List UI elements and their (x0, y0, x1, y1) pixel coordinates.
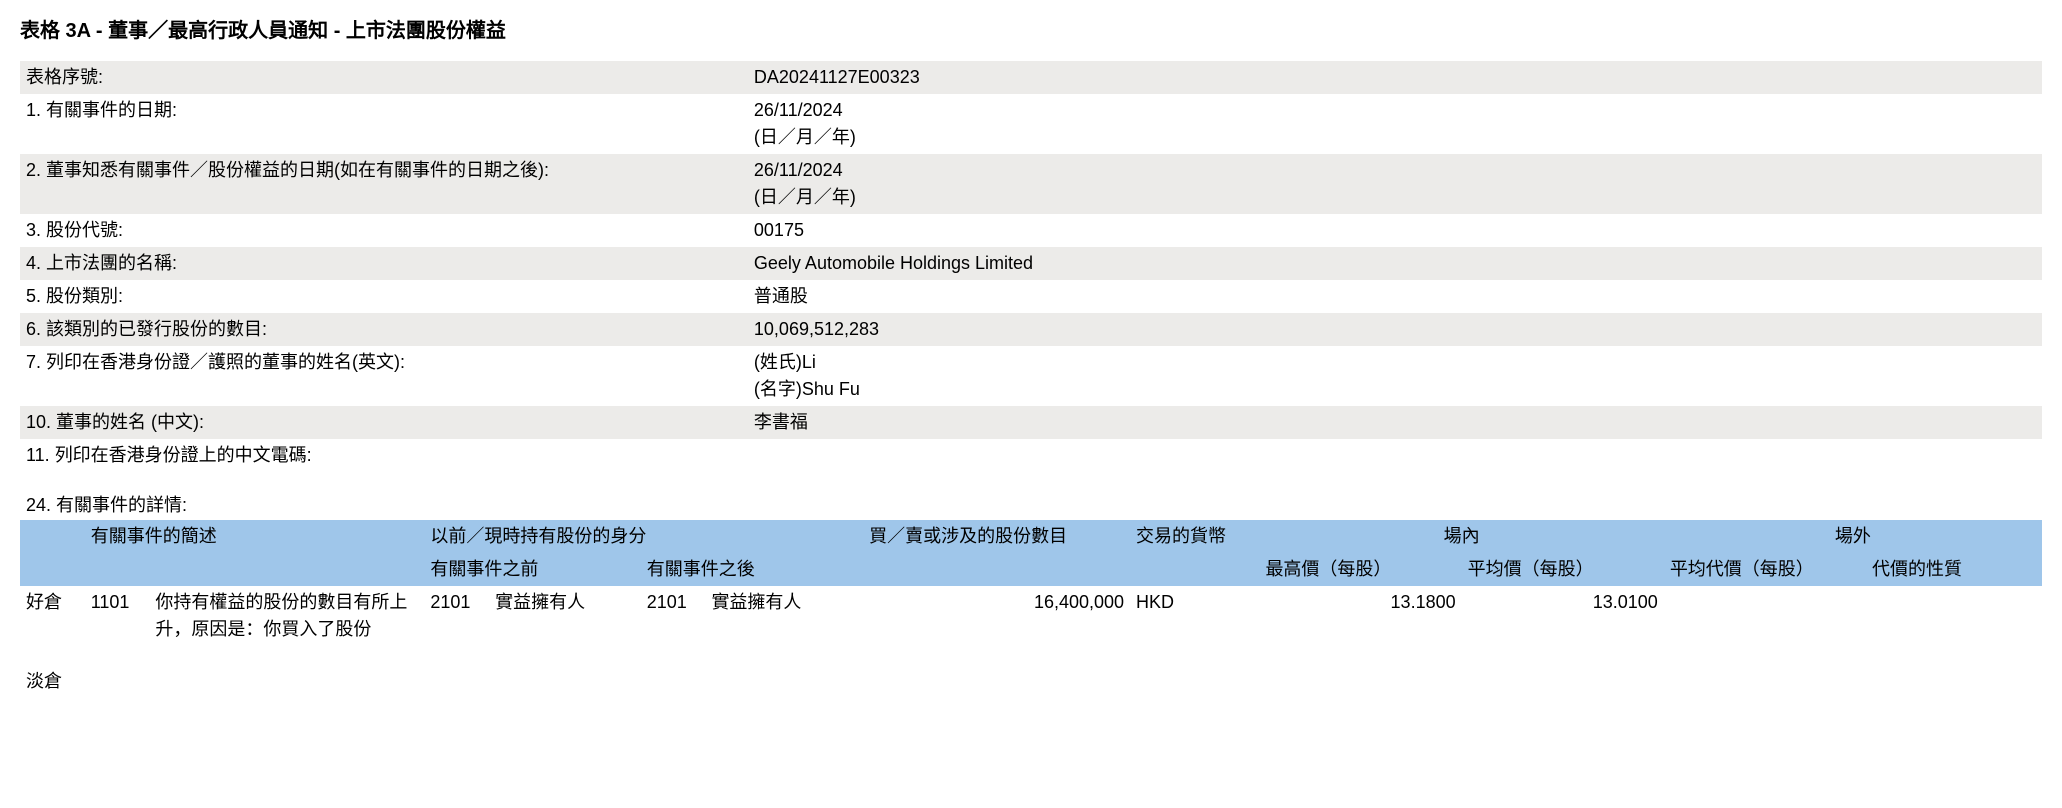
info-value: Geely Automobile Holdings Limited (748, 247, 2042, 280)
info-label: 表格序號: (20, 61, 748, 94)
detail-table: 有關事件的簡述 以前／現時持有股份的身分 買／賣或涉及的股份數目 交易的貨幣 場… (20, 520, 2042, 701)
table-row: 好倉 1101 你持有權益的股份的數目有所上升，原因是：你買入了股份 2101 … (20, 586, 2042, 646)
th-on-exchange: 場內 (1259, 520, 1663, 553)
info-value: 李書福 (748, 406, 2042, 439)
info-row: 4. 上市法團的名稱:Geely Automobile Holdings Lim… (20, 247, 2042, 280)
info-value: 普通股 (748, 280, 2042, 313)
th-capacity: 以前／現時持有股份的身分 (424, 520, 863, 553)
info-row: 5. 股份類別:普通股 (20, 280, 2042, 313)
info-label: 6. 該類別的已發行股份的數目: (20, 313, 748, 346)
th-shares: 買／賣或涉及的股份數目 (863, 520, 1130, 586)
info-row: 2. 董事知悉有關事件／股份權益的日期(如在有關事件的日期之後):26/11/2… (20, 154, 2042, 214)
info-label: 3. 股份代號: (20, 214, 748, 247)
info-value: 26/11/2024(日／月／年) (748, 154, 2042, 214)
info-value: (姓氏)Li(名字)Shu Fu (748, 346, 2042, 406)
info-row: 7. 列印在香港身份證／護照的董事的姓名(英文):(姓氏)Li(名字)Shu F… (20, 346, 2042, 406)
cell-cap-before-code: 2101 (424, 586, 489, 646)
cell-currency: HKD (1130, 586, 1259, 646)
cell-high-price: 13.1800 (1259, 586, 1461, 646)
th-capacity-after: 有關事件之後 (641, 553, 863, 586)
cell-nature (1866, 586, 2042, 646)
info-label: 7. 列印在香港身份證／護照的董事的姓名(英文): (20, 346, 748, 406)
th-nature: 代價的性質 (1866, 553, 2042, 586)
th-off-avg: 平均代價（每股） (1664, 553, 1866, 586)
th-avg-price: 平均價（每股） (1462, 553, 1664, 586)
info-label: 11. 列印在香港身份證上的中文電碼: (20, 439, 748, 472)
info-label: 10. 董事的姓名 (中文): (20, 406, 748, 439)
th-off-exchange: 場外 (1664, 520, 2042, 553)
info-row: 6. 該類別的已發行股份的數目:10,069,512,283 (20, 313, 2042, 346)
info-row: 11. 列印在香港身份證上的中文電碼: (20, 439, 2042, 472)
info-value (748, 439, 2042, 472)
info-row: 3. 股份代號:00175 (20, 214, 2042, 247)
th-event-desc: 有關事件的簡述 (85, 520, 425, 586)
th-currency: 交易的貨幣 (1130, 520, 1259, 586)
cell-position: 好倉 (20, 586, 85, 646)
form-title: 表格 3A - 董事／最高行政人員通知 - 上市法團股份權益 (20, 14, 2042, 43)
cell-avg-price: 13.0100 (1462, 586, 1664, 646)
cell-off-avg (1664, 586, 1866, 646)
cell-event-desc: 你持有權益的股份的數目有所上升，原因是：你買入了股份 (149, 586, 424, 646)
info-row: 1. 有關事件的日期:26/11/2024(日／月／年) (20, 94, 2042, 154)
info-value: 26/11/2024(日／月／年) (748, 94, 2042, 154)
section-24-label: 24. 有關事件的詳情: (20, 488, 2042, 520)
th-blank (20, 520, 85, 586)
info-label: 2. 董事知悉有關事件／股份權益的日期(如在有關事件的日期之後): (20, 154, 748, 214)
info-value: DA20241127E00323 (748, 61, 2042, 94)
info-label: 5. 股份類別: (20, 280, 748, 313)
cell-cap-before-txt: 實益擁有人 (489, 586, 641, 646)
cell-cap-after-code: 2101 (641, 586, 706, 646)
th-high-price: 最高價（每股） (1259, 553, 1461, 586)
info-value: 00175 (748, 214, 2042, 247)
info-label: 1. 有關事件的日期: (20, 94, 748, 154)
cell-shares: 16,400,000 (863, 586, 1130, 646)
short-position-row: 淡倉 (20, 646, 2042, 701)
short-position-label: 淡倉 (20, 646, 2042, 701)
th-capacity-before: 有關事件之前 (424, 553, 640, 586)
cell-cap-after-txt: 實益擁有人 (705, 586, 863, 646)
info-table: 表格序號:DA20241127E003231. 有關事件的日期:26/11/20… (20, 61, 2042, 472)
cell-event-code: 1101 (85, 586, 150, 646)
info-value: 10,069,512,283 (748, 313, 2042, 346)
info-label: 4. 上市法團的名稱: (20, 247, 748, 280)
info-row: 表格序號:DA20241127E00323 (20, 61, 2042, 94)
info-row: 10. 董事的姓名 (中文):李書福 (20, 406, 2042, 439)
